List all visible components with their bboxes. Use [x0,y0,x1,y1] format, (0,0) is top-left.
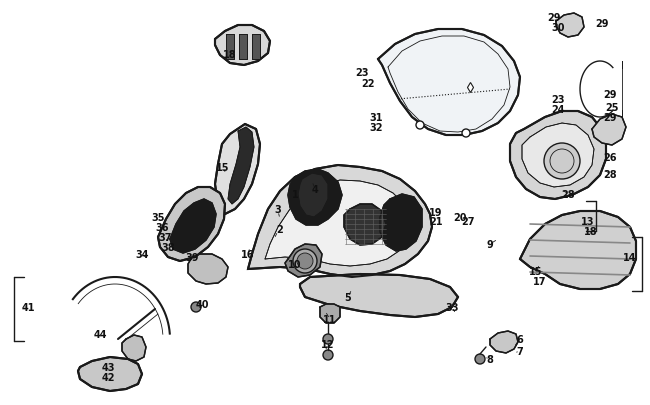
Text: 43: 43 [101,362,115,372]
Text: 41: 41 [21,302,34,312]
Text: 11: 11 [323,314,337,324]
Text: 36: 36 [155,222,169,232]
Text: 8: 8 [487,354,493,364]
Text: 29: 29 [547,13,561,23]
Text: 2: 2 [277,224,283,234]
Text: 4: 4 [311,185,318,194]
Text: 18: 18 [584,226,598,237]
Polygon shape [215,125,260,215]
Text: 34: 34 [135,249,149,259]
Text: 19: 19 [429,207,443,217]
Text: 18: 18 [223,50,237,60]
Text: 42: 42 [101,372,115,382]
Text: 40: 40 [195,299,209,309]
Text: 23: 23 [356,68,369,78]
Text: 38: 38 [161,243,175,252]
Text: 21: 21 [429,216,443,226]
Polygon shape [320,304,340,323]
Text: 31: 31 [369,113,383,123]
Polygon shape [188,254,228,284]
Circle shape [297,254,313,269]
Polygon shape [248,166,432,277]
Polygon shape [239,35,247,60]
Polygon shape [378,30,520,136]
Text: 25: 25 [605,103,619,113]
Polygon shape [215,26,270,66]
Text: 28: 28 [603,170,617,179]
Text: 12: 12 [321,339,335,349]
Text: 13: 13 [581,216,595,226]
Polygon shape [285,244,322,277]
Polygon shape [522,124,594,188]
Circle shape [293,249,317,273]
Text: 22: 22 [361,79,375,89]
Text: 37: 37 [158,232,172,243]
Polygon shape [78,357,142,391]
Polygon shape [298,174,328,217]
Text: 33: 33 [445,302,459,312]
Text: 20: 20 [453,213,467,222]
Circle shape [323,334,333,344]
Polygon shape [170,200,216,254]
Polygon shape [592,115,626,146]
Text: 44: 44 [93,329,107,339]
Text: 29: 29 [595,19,609,29]
Text: 17: 17 [533,276,547,286]
Text: 15: 15 [529,266,543,276]
Circle shape [462,130,470,138]
Polygon shape [158,188,225,261]
Circle shape [475,354,485,364]
Text: 32: 32 [369,123,383,133]
Text: 10: 10 [288,259,302,269]
Polygon shape [226,35,234,60]
Polygon shape [556,14,584,38]
Text: 27: 27 [462,216,474,226]
Polygon shape [252,35,260,60]
Polygon shape [520,211,636,289]
Text: 9: 9 [487,239,493,249]
Circle shape [191,302,201,312]
Polygon shape [288,170,342,226]
Polygon shape [510,112,606,200]
Text: 35: 35 [151,213,164,222]
Circle shape [323,350,333,360]
Text: 15: 15 [216,162,229,173]
Text: 29: 29 [603,90,617,100]
Text: 6: 6 [517,334,523,344]
Polygon shape [300,274,458,317]
Polygon shape [122,335,146,361]
Circle shape [416,122,424,130]
Text: 1: 1 [292,190,298,200]
Text: 7: 7 [517,346,523,356]
Text: 26: 26 [603,153,617,162]
Text: 14: 14 [623,252,637,262]
Text: 24: 24 [551,105,565,115]
Polygon shape [490,331,518,353]
Text: 28: 28 [561,190,575,200]
Text: 16: 16 [241,249,255,259]
Text: 5: 5 [344,292,352,302]
Polygon shape [344,205,386,245]
Text: 3: 3 [274,205,281,215]
Circle shape [544,144,580,179]
Text: 23: 23 [551,95,565,105]
Text: 29: 29 [603,113,617,123]
Polygon shape [228,128,254,205]
Polygon shape [265,181,412,266]
Polygon shape [380,194,422,252]
Text: 30: 30 [551,23,565,33]
Text: 39: 39 [185,252,199,262]
